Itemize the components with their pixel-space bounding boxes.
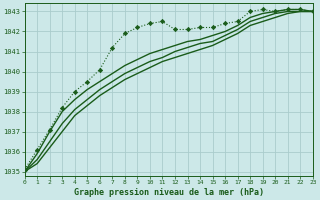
X-axis label: Graphe pression niveau de la mer (hPa): Graphe pression niveau de la mer (hPa) xyxy=(74,188,264,197)
